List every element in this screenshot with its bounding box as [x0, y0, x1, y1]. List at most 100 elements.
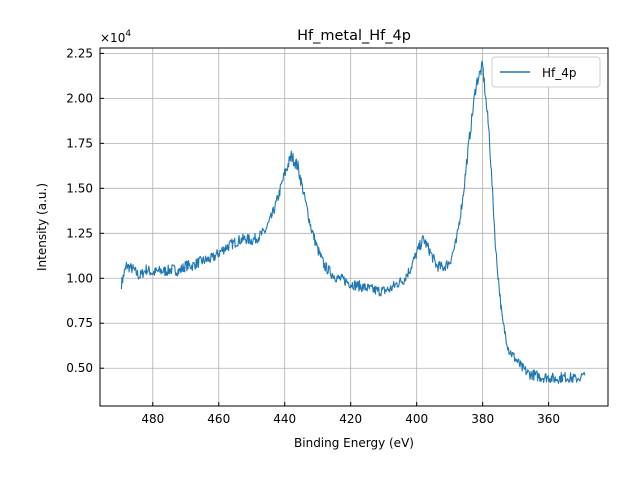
y-offset-indicator: ×104: [100, 29, 131, 45]
axes: [99, 47, 609, 407]
chart-title: Hf_metal_Hf_4p: [297, 28, 411, 44]
data-point: [146, 269, 147, 270]
y-tick-label: 2.00: [66, 91, 93, 105]
data-point: [469, 137, 470, 138]
series-line-hf-4p: [120, 60, 586, 384]
data-point: [258, 236, 259, 237]
data-point: [324, 265, 325, 266]
data-point: [443, 267, 444, 268]
y-axis-ticks: 0.50 0.75 1.00 1.25 1.50 1.75 2.00 2.25: [66, 46, 104, 375]
data-point: [121, 283, 122, 284]
data-point: [264, 231, 265, 232]
plot-frame: [99, 47, 609, 407]
data-point: [126, 265, 127, 266]
data-point: [284, 173, 285, 174]
data-point: [522, 368, 523, 369]
legend: Hf_4p: [491, 56, 601, 88]
data-point: [304, 197, 305, 198]
y-tick-label: 0.50: [66, 361, 93, 375]
data-point: [251, 240, 252, 241]
data-point: [476, 83, 477, 84]
x-tick-label: 440: [273, 412, 296, 426]
data-point: [555, 378, 556, 379]
data-point: [462, 197, 463, 198]
y-offset-exponent: 4: [125, 29, 131, 39]
data-point: [449, 262, 450, 263]
y-axis-label: Intensity (a.u.): [35, 183, 49, 271]
data-point: [548, 377, 549, 378]
data-point: [410, 269, 411, 270]
data-point: [502, 321, 503, 322]
data-point: [495, 251, 496, 252]
data-point: [311, 227, 312, 228]
y-tick-label: 2.25: [66, 46, 93, 60]
data-point: [350, 283, 351, 284]
data-point: [291, 155, 292, 156]
data-point: [377, 290, 378, 291]
data-point: [363, 287, 364, 288]
data-point: [185, 265, 186, 266]
data-point: [574, 378, 575, 379]
data-point: [561, 377, 562, 378]
x-tick-label: 420: [339, 412, 362, 426]
data-point: [344, 280, 345, 281]
data-point: [152, 272, 153, 273]
data-point: [172, 269, 173, 270]
data-point: [541, 377, 542, 378]
data-point: [165, 271, 166, 272]
data-point: [231, 244, 232, 245]
legend-label-hf-4p: Hf_4p: [542, 66, 577, 80]
data-point: [212, 258, 213, 259]
x-tick-label: 400: [405, 412, 428, 426]
data-point: [205, 260, 206, 261]
data-point: [225, 247, 226, 248]
data-point: [337, 278, 338, 279]
data-point: [584, 375, 585, 376]
data-point: [423, 238, 424, 239]
data-point: [192, 265, 193, 266]
data-point: [370, 289, 371, 290]
data-point: [179, 271, 180, 272]
x-tick-label: 380: [471, 412, 494, 426]
data-point: [416, 253, 417, 254]
data-point: [456, 242, 457, 243]
series-layer: [120, 60, 586, 384]
data-point: [317, 249, 318, 250]
y-tick-label: 1.25: [66, 226, 93, 240]
data-point: [403, 280, 404, 281]
data-point: [238, 240, 239, 241]
data-point: [396, 283, 397, 284]
y-offset-base: ×10: [100, 31, 125, 45]
x-axis-ticks: 480 460 440 420 400 380 360: [141, 402, 560, 426]
x-tick-label: 360: [537, 412, 560, 426]
data-point: [271, 217, 272, 218]
grid: [100, 48, 608, 406]
data-point: [429, 251, 430, 252]
data-point: [357, 285, 358, 286]
data-point: [278, 197, 279, 198]
data-point: [515, 359, 516, 360]
data-point: [528, 373, 529, 374]
data-point: [535, 375, 536, 376]
data-point: [159, 271, 160, 272]
data-point: [297, 166, 298, 167]
data-point: [245, 238, 246, 239]
y-tick-label: 0.75: [66, 316, 93, 330]
data-point: [508, 350, 509, 351]
x-tick-label: 480: [141, 412, 164, 426]
legend-box: [491, 56, 601, 88]
data-point: [436, 265, 437, 266]
data-point: [198, 262, 199, 263]
data-point: [489, 134, 490, 135]
data-point: [218, 253, 219, 254]
y-tick-label: 1.75: [66, 136, 93, 150]
y-offset-text: ×104: [100, 29, 131, 45]
x-axis-label: Binding Energy (eV): [294, 436, 414, 450]
data-point: [482, 65, 483, 66]
y-tick-label: 1.00: [66, 271, 93, 285]
data-point: [390, 289, 391, 290]
y-tick-label: 1.50: [66, 181, 93, 195]
x-tick-label: 460: [207, 412, 230, 426]
data-point: [132, 269, 133, 270]
